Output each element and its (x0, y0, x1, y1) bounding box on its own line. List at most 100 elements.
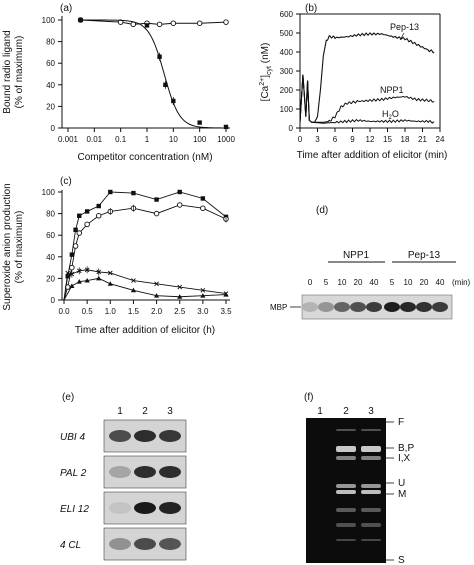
c-series-x-point-7 (131, 278, 136, 283)
e-band-3-1 (134, 538, 156, 550)
d-lane-label-4: 40 (370, 278, 379, 287)
d-lane-label-5: 5 (390, 278, 395, 287)
b-ytick-label-0: 0 (289, 124, 294, 133)
e-band-3-2 (159, 538, 181, 550)
c-ytick-label-5: 100 (42, 188, 56, 197)
panel-c-ylabel-line2: (% of maximum) (14, 211, 25, 284)
lane-label-f-3: 3 (368, 406, 374, 417)
e-row-label-0: UBI 4 (60, 432, 85, 443)
a-filled-point-6 (223, 124, 229, 130)
a-ytick-label-3: 60 (46, 59, 55, 68)
lane-label-e-1: 1 (117, 406, 123, 417)
d-lane-label-2: 10 (338, 278, 347, 287)
a-xtick-label-6: 1000 (217, 135, 235, 144)
f-band-15 (361, 539, 381, 541)
f-marker-label-4: M (398, 489, 406, 500)
c-series-open-circle-point-11 (200, 205, 206, 211)
a-ytick-label-4: 80 (46, 38, 55, 47)
f-band-9 (361, 490, 381, 494)
panel-c-x-ticks: 0.0 0.5 1.0 1.5 2.0 2.5 3.0 3.5 (58, 300, 232, 316)
a-open-point-4 (156, 21, 163, 28)
f-band-7 (361, 484, 381, 488)
c-xtick-label-3: 1.5 (128, 307, 140, 316)
f-band-0 (336, 429, 356, 431)
panel-d-lane-labels: 0 5 10 20 40 5 10 20 40 (308, 278, 445, 287)
panel-d: (d) NPP1 Pep-13 0 5 10 20 40 5 10 20 40 (min) MB… (270, 205, 471, 320)
c-series-open-circle-point-6 (95, 213, 102, 219)
c-series-x-point-1 (65, 270, 71, 276)
c-ytick-label-4: 80 (46, 210, 55, 219)
panel-a-ylabel-line2: (% of maximum) (14, 36, 25, 109)
c-series-open-circle-point-4 (76, 230, 83, 236)
e-band-1-2 (159, 466, 181, 478)
c-series-open-circle-point-2 (69, 264, 75, 271)
panel-d-row-label: MBP (270, 303, 287, 312)
c-series-triangle-point-1 (69, 283, 75, 288)
panel-a-ylabel-line1: Bound radio ligand (2, 30, 13, 113)
group-label-pep13: Pep-13 (408, 250, 441, 261)
e-band-1-0 (109, 466, 131, 478)
a-xtick-label-1: 0.01 (87, 135, 103, 144)
f-band-4 (336, 456, 356, 460)
c-series-open-circle-point-5 (84, 221, 90, 228)
f-marker-label-5: S (398, 555, 405, 565)
e-band-0-2 (159, 430, 181, 442)
f-band-5 (361, 456, 381, 460)
a-ytick-label-2: 40 (46, 81, 55, 90)
a-series-fit-line (81, 19, 227, 129)
f-band-1 (361, 429, 381, 431)
series-label-h2o: H2O (382, 109, 399, 121)
panel-c-tag: (c) (60, 176, 72, 187)
leader-pep13 (399, 32, 405, 41)
panel-e-tag: (e) (62, 392, 74, 403)
d-band-4 (366, 302, 382, 312)
c-series-filled-square-point-4 (77, 213, 82, 218)
a-xtick-label-2: 0.1 (115, 135, 127, 144)
c-series-triangle-point-3 (84, 277, 90, 283)
c-ytick-label-0: 0 (51, 296, 56, 305)
panel-a-tag: (a) (60, 3, 72, 14)
a-open-point-5 (170, 20, 177, 26)
c-ytick-label-1: 20 (46, 274, 55, 283)
panel-b-series (299, 32, 435, 124)
b-ytick-label-2: 200 (280, 86, 294, 95)
panel-a-y-ticks: 0 20 40 60 80 100 (42, 16, 62, 133)
e-band-0-0 (109, 430, 131, 442)
f-marker-label-1: B,P (398, 443, 414, 454)
panel-d-unit: (min) (452, 278, 471, 287)
d-band-0 (302, 302, 318, 312)
c-series-open-circle-line (63, 204, 227, 301)
f-band-12 (336, 523, 356, 527)
d-band-8 (432, 302, 448, 312)
a-filled-point-0 (78, 17, 83, 23)
c-series-x-point-9 (177, 284, 183, 290)
c-series-x-point-10 (200, 287, 206, 293)
d-band-5 (384, 302, 400, 312)
e-row-label-1: PAL 2 (60, 468, 87, 479)
e-band-3-0 (109, 538, 131, 550)
c-ytick-label-2: 40 (46, 253, 55, 262)
a-open-point-7 (223, 19, 229, 25)
b-xtick-label-5: 15 (383, 135, 392, 144)
c-series-filled-square-point-7 (108, 189, 113, 195)
e-row-label-3: 4 CL (60, 540, 81, 551)
c-xtick-label-5: 2.5 (174, 307, 186, 316)
d-lane-label-6: 10 (404, 278, 413, 287)
f-band-2 (336, 446, 356, 452)
panel-b: (b) 0 100 200 300 400 500 600 0 3 6 9 12 15 18 21 24 [… (259, 3, 447, 161)
f-band-10 (336, 508, 356, 512)
c-series-triangle-point-2 (76, 279, 82, 284)
c-series-triangle-point-4 (96, 275, 102, 281)
d-band-1 (318, 302, 334, 312)
lane-label-e-2: 2 (142, 406, 148, 417)
f-marker-label-0: F (398, 417, 404, 428)
panel-e: (e) 1 2 3 UBI 4 PAL 2 ELI 12 4 CL (60, 392, 187, 561)
b-xtick-label-7: 21 (418, 135, 427, 144)
e-band-1-1 (134, 466, 156, 478)
e-band-2-1 (134, 502, 156, 514)
a-filled-point-5 (197, 120, 202, 125)
c-series-triangle-point-9 (200, 293, 206, 298)
f-band-13 (361, 523, 381, 527)
c-series-triangle-point-10 (223, 292, 229, 297)
a-ytick-label-1: 20 (46, 102, 55, 111)
